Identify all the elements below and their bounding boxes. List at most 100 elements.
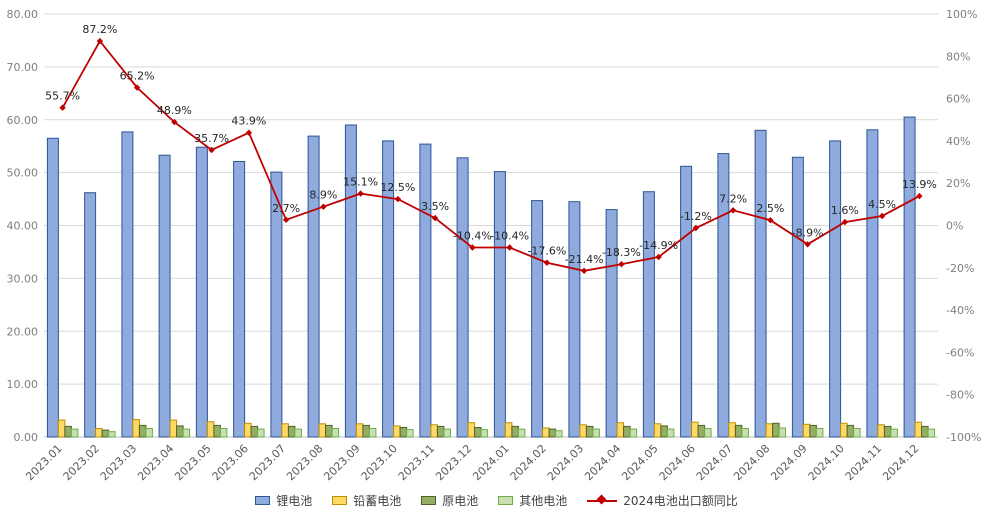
bar[interactable]	[281, 423, 289, 438]
bar[interactable]	[531, 200, 544, 438]
bar[interactable]	[691, 421, 699, 438]
bar[interactable]	[430, 424, 438, 438]
bar[interactable]	[734, 424, 743, 438]
legend-item[interactable]: 锂电池	[255, 492, 312, 509]
bar[interactable]	[666, 428, 675, 438]
bar[interactable]	[629, 428, 638, 438]
bar[interactable]	[568, 201, 581, 438]
bar[interactable]	[809, 424, 817, 438]
bar[interactable]	[548, 428, 557, 438]
bar[interactable]	[680, 165, 693, 438]
bar[interactable]	[883, 425, 892, 438]
bar[interactable]	[393, 425, 401, 438]
bar[interactable]	[866, 129, 879, 438]
legend-item[interactable]: 铅蓄电池	[332, 492, 401, 509]
bar[interactable]	[772, 422, 780, 438]
bar[interactable]	[791, 156, 804, 438]
bar[interactable]	[169, 419, 178, 438]
bar[interactable]	[219, 428, 228, 438]
bar[interactable]	[927, 428, 936, 438]
bar[interactable]	[108, 431, 116, 438]
bar[interactable]	[355, 423, 364, 438]
bar[interactable]	[182, 428, 191, 438]
bar[interactable]	[101, 429, 110, 438]
bar[interactable]	[443, 428, 451, 438]
bar[interactable]	[436, 425, 445, 438]
bar[interactable]	[70, 428, 79, 438]
bar[interactable]	[493, 171, 506, 438]
bar[interactable]	[244, 422, 252, 438]
bar[interactable]	[480, 429, 489, 438]
bar[interactable]	[158, 154, 171, 438]
bar[interactable]	[585, 425, 594, 438]
bar[interactable]	[846, 424, 855, 438]
bar[interactable]	[778, 427, 787, 438]
bar[interactable]	[741, 428, 749, 438]
bar[interactable]	[660, 425, 668, 438]
bar[interactable]	[754, 129, 767, 438]
bar[interactable]	[914, 421, 923, 438]
yoy-line[interactable]	[61, 39, 920, 272]
legend-item-line[interactable]: 2024电池出口额同比	[587, 492, 738, 509]
bar[interactable]	[728, 422, 736, 438]
bar[interactable]	[270, 171, 283, 438]
bar[interactable]	[344, 124, 357, 438]
bar[interactable]	[95, 428, 103, 438]
bar[interactable]	[419, 143, 432, 438]
bar[interactable]	[592, 428, 600, 438]
bar[interactable]	[542, 427, 550, 438]
legend-item[interactable]: 原电池	[421, 492, 478, 509]
bar[interactable]	[213, 424, 221, 438]
bar[interactable]	[511, 425, 519, 438]
bar[interactable]	[138, 424, 147, 438]
bar[interactable]	[765, 423, 774, 438]
bar[interactable]	[368, 428, 377, 438]
bar[interactable]	[579, 424, 587, 438]
bar[interactable]	[331, 428, 340, 438]
bar[interactable]	[815, 428, 824, 438]
bar[interactable]	[121, 131, 134, 438]
bar[interactable]	[840, 422, 848, 438]
bar[interactable]	[257, 428, 265, 438]
bar[interactable]	[132, 419, 140, 438]
bar[interactable]	[145, 428, 153, 438]
bar[interactable]	[616, 422, 625, 438]
bar[interactable]	[517, 428, 526, 438]
bar[interactable]	[46, 137, 59, 438]
bar[interactable]	[57, 419, 66, 438]
bar[interactable]	[318, 423, 327, 438]
legend-item[interactable]: 其他电池	[498, 492, 567, 509]
bar[interactable]	[233, 161, 246, 438]
bar[interactable]	[456, 157, 469, 438]
bar[interactable]	[890, 428, 898, 438]
bar[interactable]	[704, 428, 712, 438]
bar[interactable]	[307, 135, 320, 438]
bar[interactable]	[921, 425, 929, 438]
bar[interactable]	[474, 427, 482, 438]
bar[interactable]	[195, 146, 208, 438]
bar[interactable]	[294, 428, 302, 438]
bar[interactable]	[64, 425, 72, 438]
bar[interactable]	[399, 427, 408, 438]
bar[interactable]	[84, 192, 97, 438]
bar[interactable]	[504, 422, 513, 438]
bar[interactable]	[853, 428, 861, 438]
bar[interactable]	[877, 424, 885, 438]
bar[interactable]	[642, 191, 655, 438]
bar[interactable]	[287, 425, 296, 438]
bar[interactable]	[250, 425, 259, 438]
bar[interactable]	[802, 423, 811, 438]
bar[interactable]	[176, 425, 184, 438]
bar[interactable]	[829, 140, 842, 438]
bar[interactable]	[467, 422, 476, 438]
bar[interactable]	[382, 140, 395, 438]
bar[interactable]	[717, 153, 730, 438]
bar[interactable]	[555, 430, 563, 438]
bar[interactable]	[605, 209, 618, 438]
bar[interactable]	[653, 423, 662, 438]
bar[interactable]	[362, 424, 370, 438]
bar[interactable]	[406, 429, 414, 438]
bar[interactable]	[325, 424, 333, 438]
bar[interactable]	[903, 116, 916, 438]
bar[interactable]	[697, 424, 706, 438]
